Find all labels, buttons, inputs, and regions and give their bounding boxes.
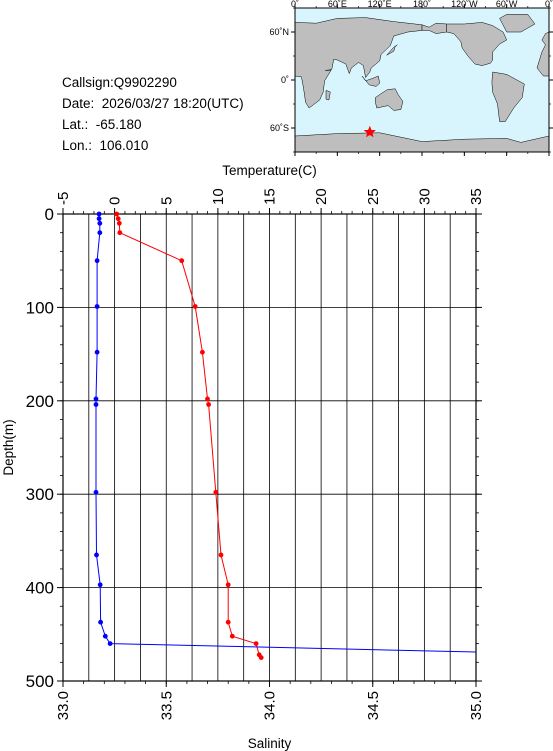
temperature-point (205, 396, 210, 402)
temperature-point (225, 582, 231, 588)
map-land-8 (386, 44, 398, 56)
map-land-7 (361, 75, 380, 87)
temperature-tick-label: 25 (365, 188, 382, 205)
temperature-tick-label: -5 (55, 192, 72, 205)
temperature-point (116, 220, 122, 226)
salinity-point (102, 633, 108, 639)
map-land-2 (536, 31, 550, 77)
temperature-point (115, 216, 121, 222)
temperature-tick-label: 10 (210, 188, 227, 205)
map-lon-label: 120˚E (368, 0, 392, 9)
salinity-tick-label: 34.5 (365, 691, 382, 720)
temperature-axis-label: Temperature(C) (222, 163, 317, 178)
map-lon-label: 180˚ (413, 0, 431, 9)
salinity-point (97, 230, 103, 236)
temperature-point (213, 489, 219, 495)
temperature-tick-label: 15 (262, 188, 279, 205)
star-icon (363, 125, 376, 138)
map-lat-label: 0˚ (281, 75, 289, 85)
salinity-tick-label: 34.0 (262, 691, 279, 720)
salinity-point (94, 304, 100, 309)
salinity-profile-line (95, 214, 477, 653)
salinity-point (97, 220, 103, 226)
temperature-tick-label: 0 (107, 197, 124, 205)
temperature-point (200, 349, 205, 355)
temperature-point (218, 552, 224, 558)
salinity-point (96, 211, 102, 217)
map-content: 0˚ 60˚E 120˚E 180˚ 120˚W 60˚W 0˚ 60˚N 0˚ 60˚S (269, 0, 553, 156)
map-lon-label: 60˚E (328, 0, 347, 9)
depth-tick-label: 200 (26, 392, 54, 411)
depth-tick-label: 300 (26, 485, 54, 504)
map-lon-label: 120˚W (451, 0, 478, 9)
depth-tick-label: 0 (45, 205, 54, 224)
temperature-point (114, 211, 120, 217)
salinity-point (96, 216, 102, 222)
temperature-tick-label: 35 (468, 188, 485, 205)
salinity-tick-label: 33.0 (55, 691, 72, 720)
map-lon-label: 60˚W (496, 0, 518, 9)
map-land-5 (491, 71, 525, 122)
temperature-tick-label: 30 (416, 188, 433, 205)
depth-tick-label: 500 (26, 672, 54, 691)
map-lon-label: 0˚ (545, 0, 553, 9)
salinity-point (93, 402, 99, 407)
salinity-axis-label: Salinity (248, 736, 292, 751)
salinity-tick-label: 33.5 (158, 691, 175, 720)
map-lat-label: 60˚N (269, 27, 289, 37)
depth-tick-label: 400 (26, 579, 54, 598)
map-land-6 (375, 88, 404, 111)
temperature-point (117, 230, 123, 236)
callsign-text: Callsign:Q9902290 (62, 75, 177, 90)
salinity-point (94, 552, 99, 558)
salinity-tick-label: 35.0 (468, 691, 485, 720)
salinity-point (98, 619, 103, 625)
temperature-point (179, 258, 185, 264)
depth-tick-label: 100 (26, 298, 54, 317)
salinity-point (93, 489, 99, 495)
salinity-point (97, 582, 103, 588)
temperature-point (253, 641, 259, 646)
temperature-point (206, 402, 212, 407)
temperature-point (258, 655, 264, 660)
map-land-3 (446, 22, 508, 66)
salinity-point (93, 396, 99, 402)
date-text: Date: 2026/03/27 18:20(UTC) (62, 96, 244, 111)
latitude-text: Lat.: -65.180 (62, 117, 142, 132)
map-lat-label: 60˚S (270, 123, 289, 133)
map-land-4 (499, 14, 536, 33)
temperature-tick-label: 20 (313, 188, 330, 205)
map-land-9 (325, 90, 331, 101)
salinity-point (107, 641, 113, 646)
depth-axis-label: Depth(m) (1, 419, 16, 475)
float-info-panel: Callsign:Q9902290 Date: 2026/03/27 18:20… (62, 72, 244, 156)
longitude-text: Lon.: 106.010 (62, 138, 149, 153)
temperature-tick-label: 5 (158, 197, 175, 205)
location-map: 0˚ 60˚E 120˚E 180˚ 120˚W 60˚W 0˚ 60˚N 0˚ 60˚S (269, 0, 553, 156)
temperature-point (229, 633, 235, 639)
salinity-point (94, 258, 100, 264)
salinity-point (94, 349, 100, 355)
map-lon-label: 0˚ (291, 0, 299, 9)
temperature-point (192, 304, 198, 309)
temperature-point (225, 619, 231, 625)
